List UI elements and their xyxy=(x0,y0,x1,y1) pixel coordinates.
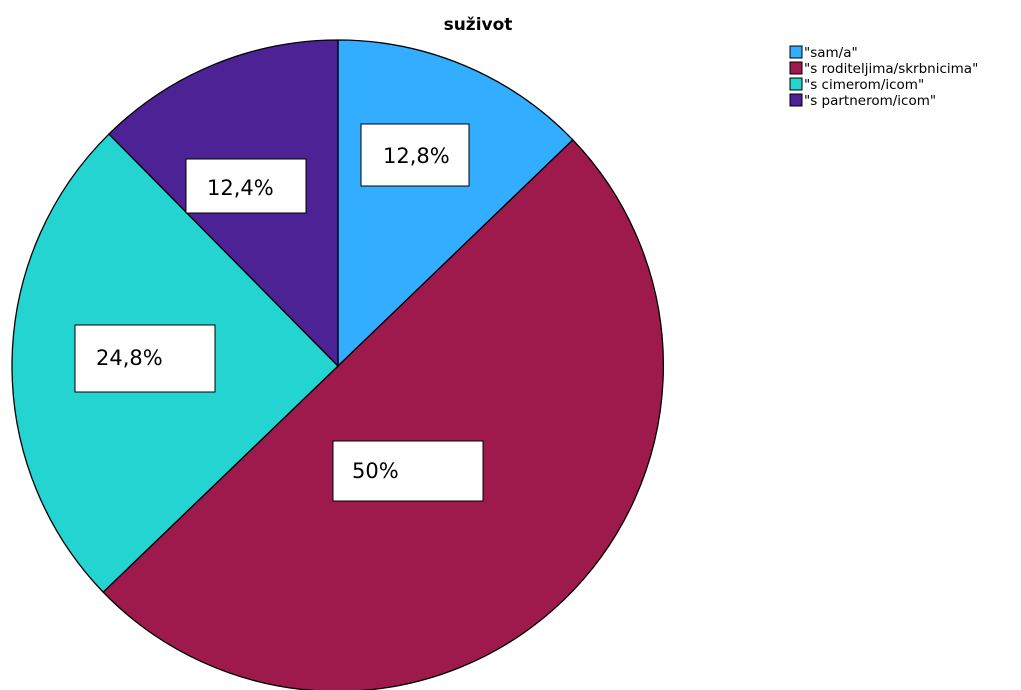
data-label-box xyxy=(185,158,307,214)
legend-swatch xyxy=(789,93,803,107)
chart-title: suživot xyxy=(444,15,513,35)
data-labels: 12,8% 50% 24,8% 12,4% xyxy=(74,123,484,502)
data-label: 24,8% xyxy=(74,324,216,393)
legend-item: "sam/a" xyxy=(789,45,858,61)
data-label-text: 12,8% xyxy=(383,144,450,168)
legend-label: "s cimerom/icom" xyxy=(804,77,924,93)
pie-slice xyxy=(337,39,574,368)
legend: "sam/a""s roditeljima/skrbnicima""s cime… xyxy=(789,45,978,109)
data-label: 50% xyxy=(332,440,484,502)
legend-label: "sam/a" xyxy=(804,45,858,61)
legend-item: "s roditeljima/skrbnicima" xyxy=(789,61,978,77)
data-label-text: 12,4% xyxy=(207,176,274,200)
data-label-text: 50% xyxy=(352,459,399,483)
pie-slice xyxy=(102,138,664,690)
legend-label: "s partnerom/icom" xyxy=(804,93,936,109)
legend-item: "s cimerom/icom" xyxy=(789,77,924,93)
data-label-box xyxy=(360,123,470,187)
data-label: 12,4% xyxy=(185,158,307,214)
legend-item: "s partnerom/icom" xyxy=(789,93,936,109)
legend-swatch xyxy=(789,45,803,59)
legend-swatch xyxy=(789,61,803,75)
data-label-text: 24,8% xyxy=(96,346,163,370)
data-label-box xyxy=(332,440,484,502)
data-label-box xyxy=(74,324,216,393)
legend-swatch xyxy=(789,77,803,91)
legend-label: "s roditeljima/skrbnicima" xyxy=(804,61,978,77)
data-label: 12,8% xyxy=(360,123,470,187)
